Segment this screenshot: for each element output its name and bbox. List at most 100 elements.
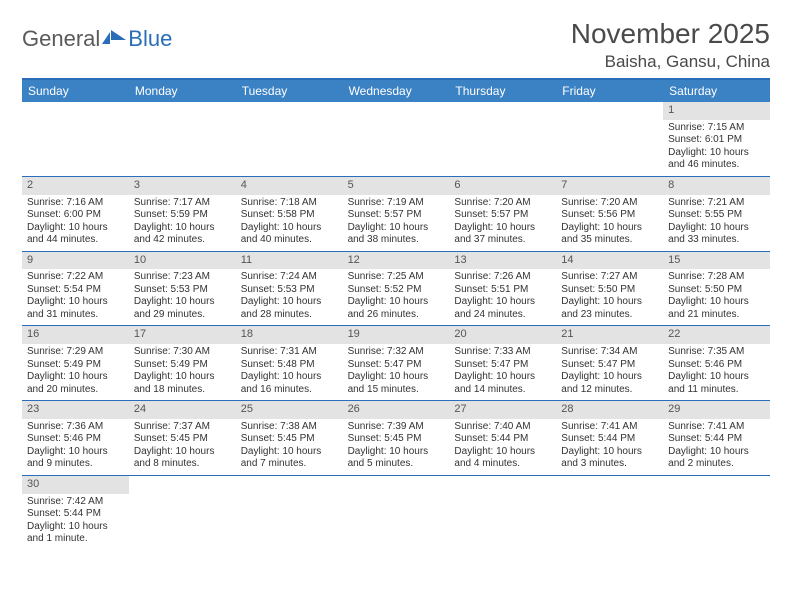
day-line: and 14 minutes. <box>454 384 551 397</box>
day-header: Thursday <box>449 80 556 102</box>
day-line: Sunset: 5:49 PM <box>27 359 124 372</box>
day-line: Sunrise: 7:32 AM <box>348 346 445 359</box>
day-line: Daylight: 10 hours <box>561 371 658 384</box>
day-number: 7 <box>556 177 663 195</box>
day-line: Sunrise: 7:33 AM <box>454 346 551 359</box>
day-body <box>22 106 129 112</box>
day-number: 8 <box>663 177 770 195</box>
day-number: 18 <box>236 326 343 344</box>
day-line: Daylight: 10 hours <box>668 147 765 160</box>
day-body: Sunrise: 7:20 AMSunset: 5:56 PMDaylight:… <box>556 195 663 251</box>
day-body: Sunrise: 7:41 AMSunset: 5:44 PMDaylight:… <box>556 419 663 475</box>
day-cell <box>556 476 663 550</box>
day-body <box>129 106 236 112</box>
day-line: Sunrise: 7:23 AM <box>134 271 231 284</box>
day-cell: 8Sunrise: 7:21 AMSunset: 5:55 PMDaylight… <box>663 177 770 251</box>
day-body: Sunrise: 7:19 AMSunset: 5:57 PMDaylight:… <box>343 195 450 251</box>
day-line: Sunrise: 7:22 AM <box>27 271 124 284</box>
day-line: and 8 minutes. <box>134 458 231 471</box>
day-line: Daylight: 10 hours <box>348 371 445 384</box>
day-line: Daylight: 10 hours <box>241 446 338 459</box>
day-number: 16 <box>22 326 129 344</box>
day-body: Sunrise: 7:29 AMSunset: 5:49 PMDaylight:… <box>22 344 129 400</box>
day-line: Sunrise: 7:40 AM <box>454 421 551 434</box>
day-line: Daylight: 10 hours <box>27 371 124 384</box>
day-cell <box>556 102 663 176</box>
day-body: Sunrise: 7:18 AMSunset: 5:58 PMDaylight:… <box>236 195 343 251</box>
day-line: and 21 minutes. <box>668 309 765 322</box>
day-body: Sunrise: 7:39 AMSunset: 5:45 PMDaylight:… <box>343 419 450 475</box>
day-line: and 31 minutes. <box>27 309 124 322</box>
day-line: Daylight: 10 hours <box>134 446 231 459</box>
day-line: Sunrise: 7:26 AM <box>454 271 551 284</box>
day-line: and 4 minutes. <box>454 458 551 471</box>
week-row: 23Sunrise: 7:36 AMSunset: 5:46 PMDayligh… <box>22 401 770 476</box>
day-number: 1 <box>663 102 770 120</box>
day-cell: 1Sunrise: 7:15 AMSunset: 6:01 PMDaylight… <box>663 102 770 176</box>
day-line: Sunset: 5:57 PM <box>454 209 551 222</box>
day-line: Sunset: 5:47 PM <box>454 359 551 372</box>
day-line: Sunrise: 7:18 AM <box>241 197 338 210</box>
day-line: Sunset: 5:46 PM <box>27 433 124 446</box>
day-number: 22 <box>663 326 770 344</box>
day-line: Sunrise: 7:24 AM <box>241 271 338 284</box>
day-line: Daylight: 10 hours <box>348 222 445 235</box>
day-line: Sunset: 5:51 PM <box>454 284 551 297</box>
day-line: Daylight: 10 hours <box>454 222 551 235</box>
day-line: Daylight: 10 hours <box>454 296 551 309</box>
day-line: Sunrise: 7:36 AM <box>27 421 124 434</box>
day-line: Sunrise: 7:27 AM <box>561 271 658 284</box>
day-line: and 29 minutes. <box>134 309 231 322</box>
day-cell: 21Sunrise: 7:34 AMSunset: 5:47 PMDayligh… <box>556 326 663 400</box>
day-number: 20 <box>449 326 556 344</box>
day-number: 27 <box>449 401 556 419</box>
day-body: Sunrise: 7:30 AMSunset: 5:49 PMDaylight:… <box>129 344 236 400</box>
day-cell <box>129 476 236 550</box>
day-line: Sunset: 6:01 PM <box>668 134 765 147</box>
day-line: and 9 minutes. <box>27 458 124 471</box>
day-cell: 4Sunrise: 7:18 AMSunset: 5:58 PMDaylight… <box>236 177 343 251</box>
week-row: 1Sunrise: 7:15 AMSunset: 6:01 PMDaylight… <box>22 102 770 177</box>
day-line: Daylight: 10 hours <box>668 446 765 459</box>
day-line: Sunset: 5:53 PM <box>241 284 338 297</box>
day-line: Sunrise: 7:38 AM <box>241 421 338 434</box>
title-block: November 2025 Baisha, Gansu, China <box>571 18 770 72</box>
day-line: Daylight: 10 hours <box>668 296 765 309</box>
day-body <box>236 480 343 486</box>
day-line: Sunset: 6:00 PM <box>27 209 124 222</box>
day-line: Daylight: 10 hours <box>241 371 338 384</box>
day-body: Sunrise: 7:26 AMSunset: 5:51 PMDaylight:… <box>449 269 556 325</box>
day-header: Tuesday <box>236 80 343 102</box>
day-body: Sunrise: 7:40 AMSunset: 5:44 PMDaylight:… <box>449 419 556 475</box>
day-body: Sunrise: 7:35 AMSunset: 5:46 PMDaylight:… <box>663 344 770 400</box>
day-cell: 9Sunrise: 7:22 AMSunset: 5:54 PMDaylight… <box>22 252 129 326</box>
day-body: Sunrise: 7:42 AMSunset: 5:44 PMDaylight:… <box>22 494 129 550</box>
day-line: Sunset: 5:53 PM <box>134 284 231 297</box>
day-line: and 37 minutes. <box>454 234 551 247</box>
day-line: and 38 minutes. <box>348 234 445 247</box>
day-cell: 29Sunrise: 7:41 AMSunset: 5:44 PMDayligh… <box>663 401 770 475</box>
day-cell: 23Sunrise: 7:36 AMSunset: 5:46 PMDayligh… <box>22 401 129 475</box>
month-title: November 2025 <box>571 18 770 50</box>
day-line: and 46 minutes. <box>668 159 765 172</box>
day-number: 2 <box>22 177 129 195</box>
day-cell: 16Sunrise: 7:29 AMSunset: 5:49 PMDayligh… <box>22 326 129 400</box>
day-body: Sunrise: 7:28 AMSunset: 5:50 PMDaylight:… <box>663 269 770 325</box>
day-line: Sunrise: 7:25 AM <box>348 271 445 284</box>
day-cell: 3Sunrise: 7:17 AMSunset: 5:59 PMDaylight… <box>129 177 236 251</box>
day-body: Sunrise: 7:16 AMSunset: 6:00 PMDaylight:… <box>22 195 129 251</box>
day-body: Sunrise: 7:21 AMSunset: 5:55 PMDaylight:… <box>663 195 770 251</box>
day-number: 21 <box>556 326 663 344</box>
day-line: Sunrise: 7:42 AM <box>27 496 124 509</box>
day-body <box>663 480 770 486</box>
day-number: 11 <box>236 252 343 270</box>
day-line: Sunset: 5:44 PM <box>561 433 658 446</box>
day-body: Sunrise: 7:41 AMSunset: 5:44 PMDaylight:… <box>663 419 770 475</box>
day-cell: 26Sunrise: 7:39 AMSunset: 5:45 PMDayligh… <box>343 401 450 475</box>
day-cell: 13Sunrise: 7:26 AMSunset: 5:51 PMDayligh… <box>449 252 556 326</box>
day-body: Sunrise: 7:17 AMSunset: 5:59 PMDaylight:… <box>129 195 236 251</box>
day-line: Sunset: 5:58 PM <box>241 209 338 222</box>
day-line: and 3 minutes. <box>561 458 658 471</box>
day-line: Sunrise: 7:31 AM <box>241 346 338 359</box>
day-cell <box>22 102 129 176</box>
